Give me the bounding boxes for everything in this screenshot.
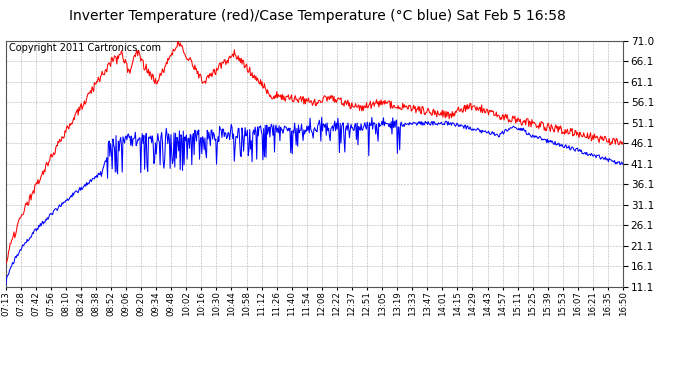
Text: Copyright 2011 Cartronics.com: Copyright 2011 Cartronics.com bbox=[9, 43, 161, 53]
Text: Inverter Temperature (red)/Case Temperature (°C blue) Sat Feb 5 16:58: Inverter Temperature (red)/Case Temperat… bbox=[69, 9, 566, 23]
